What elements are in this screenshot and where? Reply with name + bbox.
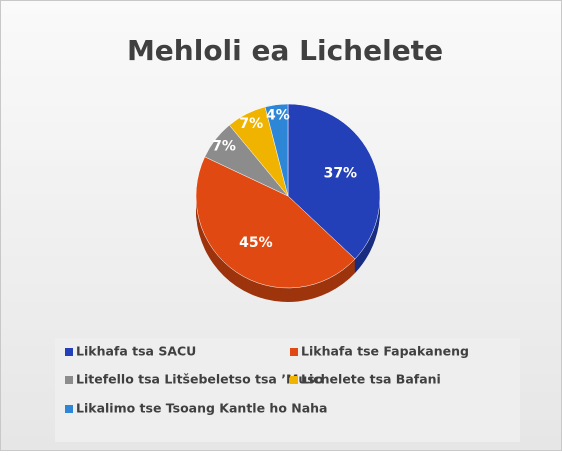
legend-swatch [65,348,73,356]
pie-slice [287,103,381,260]
legend-swatch [290,348,298,356]
chart-title: Mehloli ea Lichelete [127,34,443,67]
legend-label: Likhafa tse Fapakaneng [301,344,469,359]
legend-label: Likhafa tsa SACU [76,344,196,359]
legend-label: Likalimo tse Tsoang Kantle ho Naha [76,401,327,416]
pie-slice [264,103,289,197]
data-label: 7% [239,116,263,132]
pie-slice [195,156,356,289]
legend-swatch [65,376,73,384]
legend-label: Litefello tsa Litšebeletso tsa ’Muso [76,372,324,387]
legend-swatch [290,376,298,384]
legend-label: Lichelete tsa Bafani [301,372,441,387]
legend-box [55,338,520,442]
data-label: 7% [212,138,236,154]
data-label: 45% [239,235,273,251]
data-label: 4% [266,108,290,124]
data-label: 37% [324,165,358,181]
legend-swatch [65,405,73,413]
